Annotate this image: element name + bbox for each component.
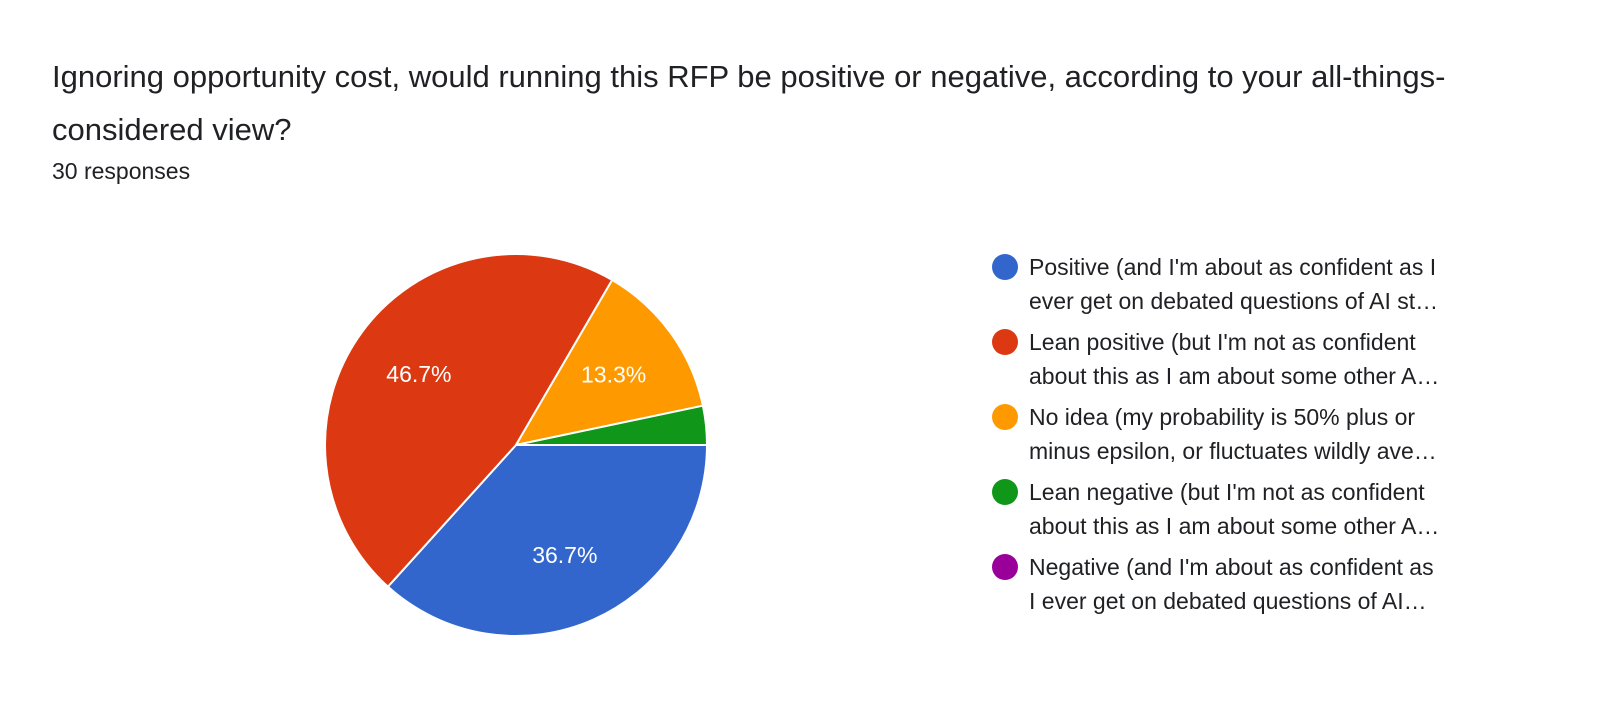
legend-label: Lean negative (but I'm not as confident …	[1029, 479, 1440, 539]
pie-slice-1[interactable]	[324, 253, 614, 588]
pie-data-label-1: 46.7%	[386, 361, 451, 387]
pie-data-label-0: 36.7%	[532, 542, 597, 568]
legend-item-no-idea[interactable]: No idea (my probability is 50% plus or m…	[990, 400, 1510, 475]
pie-data-label-2: 13.3%	[581, 362, 646, 388]
response-count: 30 responses	[52, 158, 191, 184]
legend-label: Positive (and I'm about as confident as …	[1029, 254, 1439, 314]
pie-slice-0[interactable]	[386, 444, 708, 637]
legend-label: No idea (my probability is 50% plus or m…	[1029, 404, 1437, 464]
question-title: Ignoring opportunity cost, would running…	[52, 59, 1446, 147]
legend-marker-icon	[992, 329, 1018, 355]
legend-item-lean-positive[interactable]: Lean positive (but I'm not as confident …	[990, 325, 1510, 400]
pie-labels: 36.7% 46.7% 13.3%	[386, 361, 646, 568]
pie-slice-3[interactable]	[515, 404, 708, 446]
chart-legend: Positive (and I'm about as confident as …	[990, 250, 1510, 625]
legend-item-positive[interactable]: Positive (and I'm about as confident as …	[990, 250, 1510, 325]
legend-label: Negative (and I'm about as confident as …	[1029, 554, 1434, 614]
legend-marker-icon	[992, 479, 1018, 505]
pie-slice-2[interactable]	[515, 278, 704, 446]
legend-item-negative[interactable]: Negative (and I'm about as confident as …	[990, 550, 1510, 625]
legend-marker-icon	[992, 254, 1018, 280]
legend-label: Lean positive (but I'm not as confident …	[1029, 329, 1440, 389]
pie-slices	[324, 253, 708, 637]
legend-item-lean-negative[interactable]: Lean negative (but I'm not as confident …	[990, 475, 1510, 550]
legend-marker-icon	[992, 554, 1018, 580]
legend-marker-icon	[992, 404, 1018, 430]
